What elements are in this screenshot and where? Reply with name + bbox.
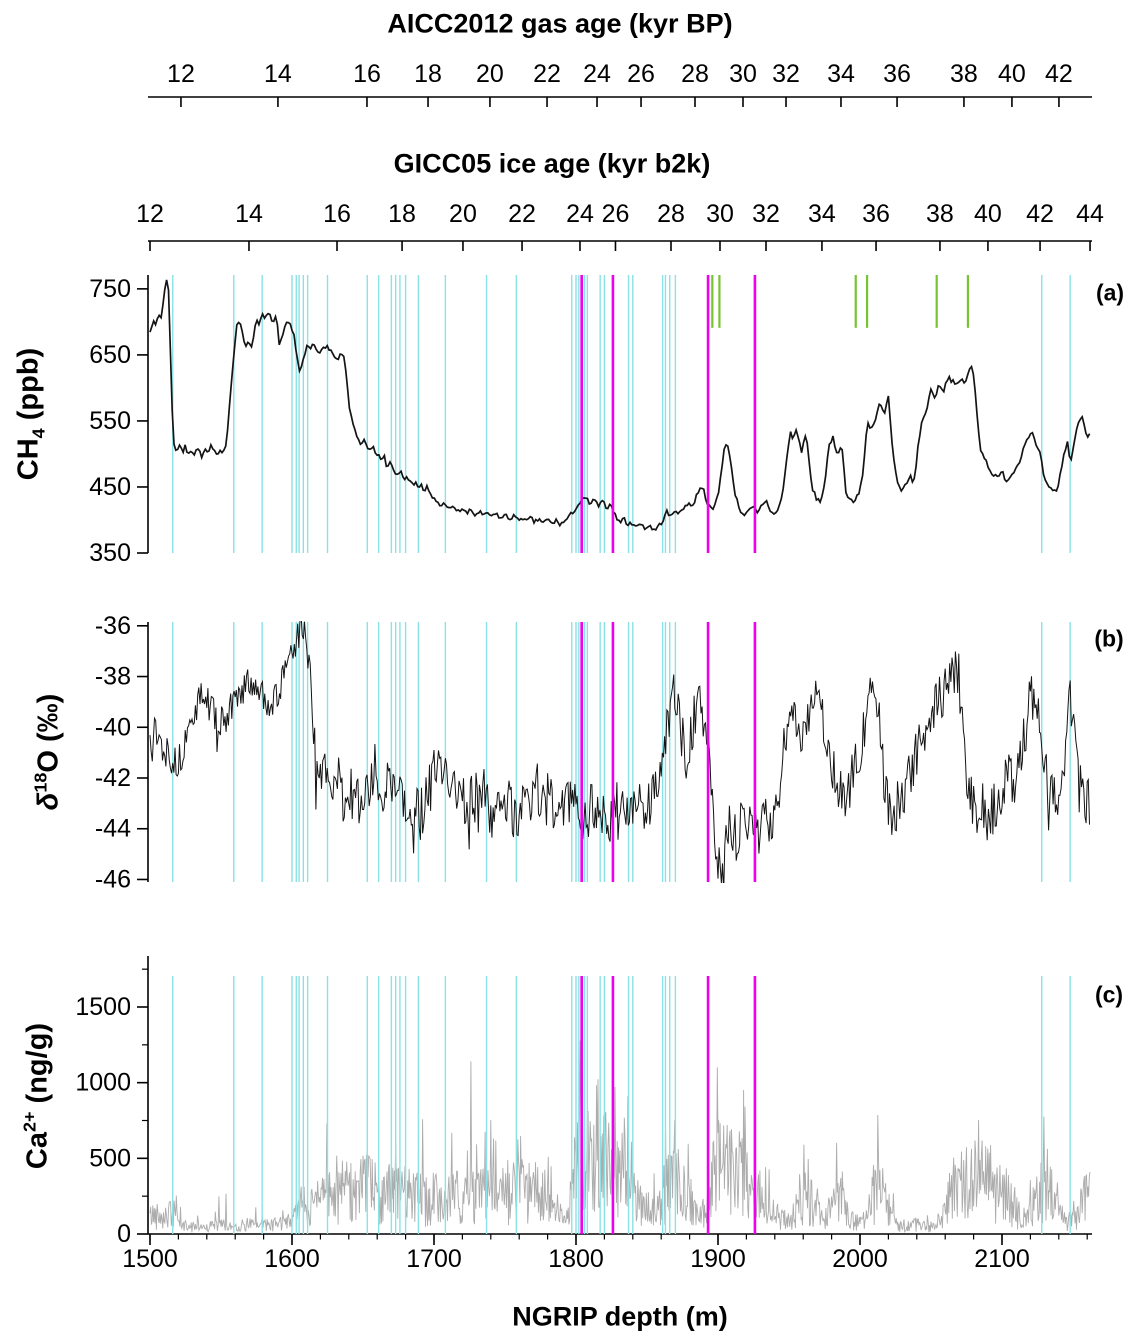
svg-text:-42: -42 — [95, 764, 131, 792]
top-axis-1-title: AICC2012 gas age (kyr BP) — [387, 8, 733, 39]
gicc05-axis — [148, 240, 1092, 251]
ch4-curve — [149, 279, 1091, 532]
svg-text:350: 350 — [89, 539, 131, 567]
tick-label: 32 — [752, 200, 780, 228]
aicc2012-axis — [148, 96, 1092, 107]
tick-label: 28 — [657, 200, 685, 228]
ylabel-d18o: δ18O (‰) — [30, 693, 65, 811]
tick-label: 36 — [862, 200, 890, 228]
tick-label: 12 — [136, 200, 164, 228]
tick-label: 30 — [729, 60, 757, 88]
tick-label: 34 — [827, 60, 855, 88]
svg-text:750: 750 — [89, 275, 131, 303]
tick-label: 14 — [235, 200, 263, 228]
tick-label: 16 — [353, 60, 381, 88]
tick-label: 40 — [998, 60, 1026, 88]
svg-text:-40: -40 — [95, 713, 131, 741]
tick-label: 42 — [1045, 60, 1073, 88]
tick-label: 40 — [974, 200, 1002, 228]
panel-label-a: (a) — [1095, 279, 1125, 306]
tick-label: 26 — [602, 200, 630, 228]
tick-label: 32 — [772, 60, 800, 88]
tick-label: 18 — [414, 60, 442, 88]
tick-label: 26 — [627, 60, 655, 88]
x-axis-title: NGRIP depth (m) — [512, 1301, 728, 1332]
ylabel-ch4: CH4 (ppb) — [12, 347, 49, 481]
svg-text:1500: 1500 — [75, 993, 131, 1021]
tick-label: 30 — [706, 200, 734, 228]
svg-text:500: 500 — [89, 1144, 131, 1172]
tick-label: 38 — [950, 60, 978, 88]
svg-text:1800: 1800 — [548, 1245, 604, 1273]
tick-label: 28 — [681, 60, 709, 88]
tick-label: 20 — [449, 200, 477, 228]
panel-label-b: (b) — [1094, 625, 1124, 652]
svg-text:-38: -38 — [95, 663, 131, 691]
d18o-curve — [149, 621, 1090, 883]
event-lines-green — [711, 275, 970, 328]
svg-text:2000: 2000 — [832, 1245, 888, 1273]
ca-curve — [149, 1040, 1091, 1234]
y-axis-b — [137, 622, 149, 882]
tick-label: 16 — [323, 200, 351, 228]
tick-label: 20 — [476, 60, 504, 88]
svg-text:550: 550 — [89, 407, 131, 435]
y-axis-c — [137, 956, 149, 1235]
svg-text:2100: 2100 — [974, 1245, 1030, 1273]
svg-text:1600: 1600 — [264, 1245, 320, 1273]
svg-text:-36: -36 — [95, 612, 131, 640]
svg-text:1900: 1900 — [690, 1245, 746, 1273]
panel-label-c: (c) — [1094, 981, 1124, 1008]
svg-text:-44: -44 — [95, 815, 131, 843]
svg-text:650: 650 — [89, 341, 131, 369]
tick-label: 18 — [388, 200, 416, 228]
tick-label: 22 — [533, 60, 561, 88]
tick-label: 36 — [883, 60, 911, 88]
tick-label: 14 — [264, 60, 292, 88]
tick-label: 22 — [508, 200, 536, 228]
svg-text:1700: 1700 — [406, 1245, 462, 1273]
y-axis-a — [137, 275, 149, 554]
tick-label: 24 — [566, 200, 594, 228]
ylabel-ca: Ca2+ (ng/g) — [19, 1022, 54, 1170]
svg-text:0: 0 — [117, 1220, 131, 1248]
top-axis-2-title: GICC05 ice age (kyr b2k) — [393, 148, 711, 179]
tick-label: 38 — [926, 200, 954, 228]
svg-text:1500: 1500 — [122, 1245, 178, 1273]
tick-label: 44 — [1076, 200, 1104, 228]
tick-label: 42 — [1026, 200, 1054, 228]
svg-text:1000: 1000 — [75, 1069, 131, 1097]
tie-point-lines-cyan-c — [172, 976, 1071, 1234]
tick-label: 34 — [808, 200, 836, 228]
svg-text:450: 450 — [89, 473, 131, 501]
svg-text:-46: -46 — [95, 865, 131, 893]
event-lines-magenta — [580, 275, 757, 1234]
depth-axis — [148, 1233, 1092, 1245]
tick-label: 24 — [583, 60, 611, 88]
tie-point-lines-cyan — [172, 275, 1071, 882]
tick-label: 12 — [167, 60, 195, 88]
